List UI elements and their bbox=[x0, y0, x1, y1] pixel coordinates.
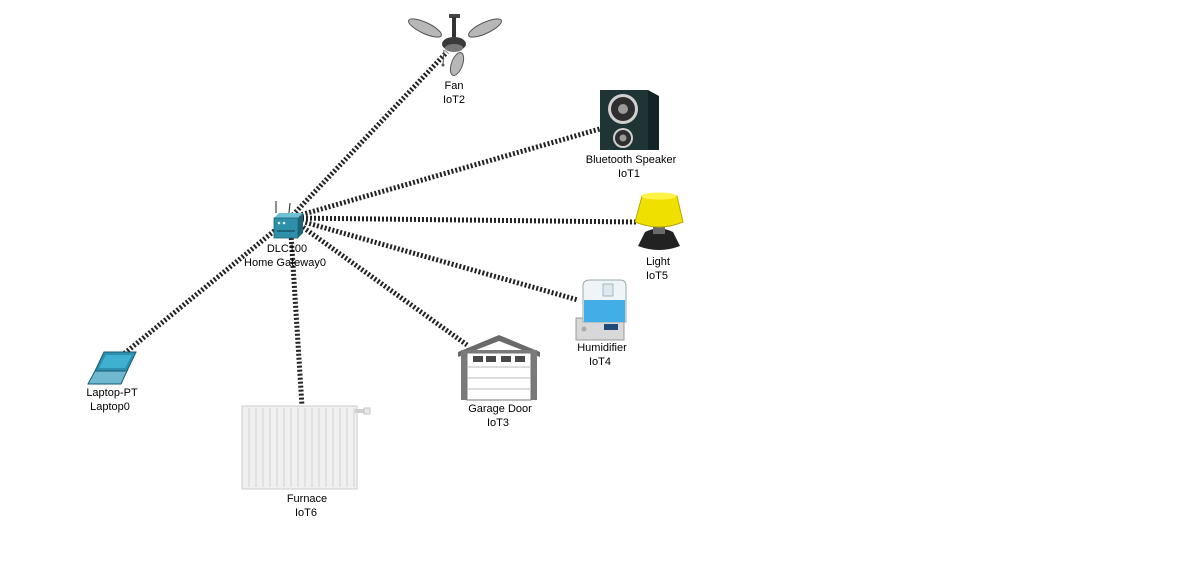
humidifier-name-label: IoT4 bbox=[589, 356, 611, 368]
light-model-label: Light bbox=[646, 256, 670, 268]
laptop-model-label: Laptop-PT bbox=[86, 387, 138, 399]
fan-model-label: Fan bbox=[445, 80, 464, 92]
device-humidifier[interactable]: Humidifier IoT4 bbox=[575, 279, 627, 368]
speaker-icon bbox=[600, 90, 659, 150]
link-gateway-fan[interactable] bbox=[288, 50, 449, 220]
home-gateway-icon bbox=[273, 201, 303, 239]
fan-name-label: IoT2 bbox=[443, 94, 465, 106]
gateway-model-label: DLC100 bbox=[267, 243, 307, 255]
laptop-name-label: Laptop0 bbox=[90, 401, 130, 413]
link-gateway-light[interactable] bbox=[289, 215, 637, 225]
device-laptop[interactable]: Laptop-PT Laptop0 bbox=[86, 351, 138, 413]
link-gateway-speaker[interactable] bbox=[289, 125, 604, 221]
device-garage[interactable]: Garage Door IoT3 bbox=[458, 335, 540, 429]
speaker-name-label: IoT1 bbox=[618, 168, 640, 180]
furnace-model-label: Furnace bbox=[287, 493, 327, 505]
humidifier-icon bbox=[575, 279, 627, 341]
gateway-name-label: Home Gateway0 bbox=[244, 257, 326, 269]
link-gateway-garage[interactable] bbox=[288, 215, 469, 348]
device-furnace[interactable]: Furnace IoT6 bbox=[241, 405, 371, 519]
device-speaker[interactable]: Bluetooth Speaker IoT1 bbox=[586, 90, 677, 180]
garage-model-label: Garage Door bbox=[468, 403, 532, 415]
lamp-icon bbox=[634, 192, 684, 250]
link-gateway-laptop[interactable] bbox=[118, 216, 292, 359]
garage-door-icon bbox=[458, 335, 540, 401]
garage-name-label: IoT3 bbox=[487, 417, 509, 429]
wireless-links bbox=[118, 50, 637, 407]
link-gateway-humidifier[interactable] bbox=[289, 215, 579, 303]
device-gateway[interactable]: DLC100 Home Gateway0 bbox=[244, 201, 326, 269]
link-gateway-furnace[interactable] bbox=[287, 217, 305, 407]
laptop-icon bbox=[87, 351, 137, 385]
furnace-name-label: IoT6 bbox=[295, 507, 317, 519]
speaker-model-label: Bluetooth Speaker bbox=[586, 154, 677, 166]
humidifier-model-label: Humidifier bbox=[577, 342, 627, 354]
light-name-label: IoT5 bbox=[646, 270, 668, 282]
radiator-icon bbox=[241, 405, 371, 490]
device-light[interactable]: Light IoT5 bbox=[634, 192, 684, 283]
device-fan[interactable]: Fan IoT2 bbox=[406, 14, 503, 106]
ceiling-fan-icon bbox=[408, 14, 502, 76]
